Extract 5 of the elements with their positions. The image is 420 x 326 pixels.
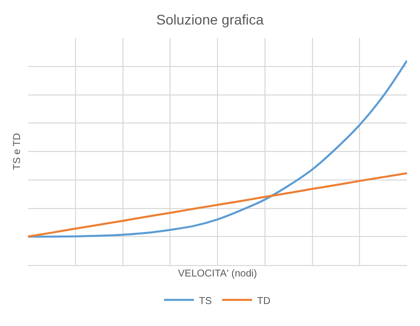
y-axis-title: TS e TD [12,132,23,170]
x-axis-title: VELOCITA' (nodi) [178,268,257,280]
chart-title: Soluzione grafica [156,11,264,28]
legend-label: TD [257,296,270,307]
legend-label: TS [199,296,212,307]
